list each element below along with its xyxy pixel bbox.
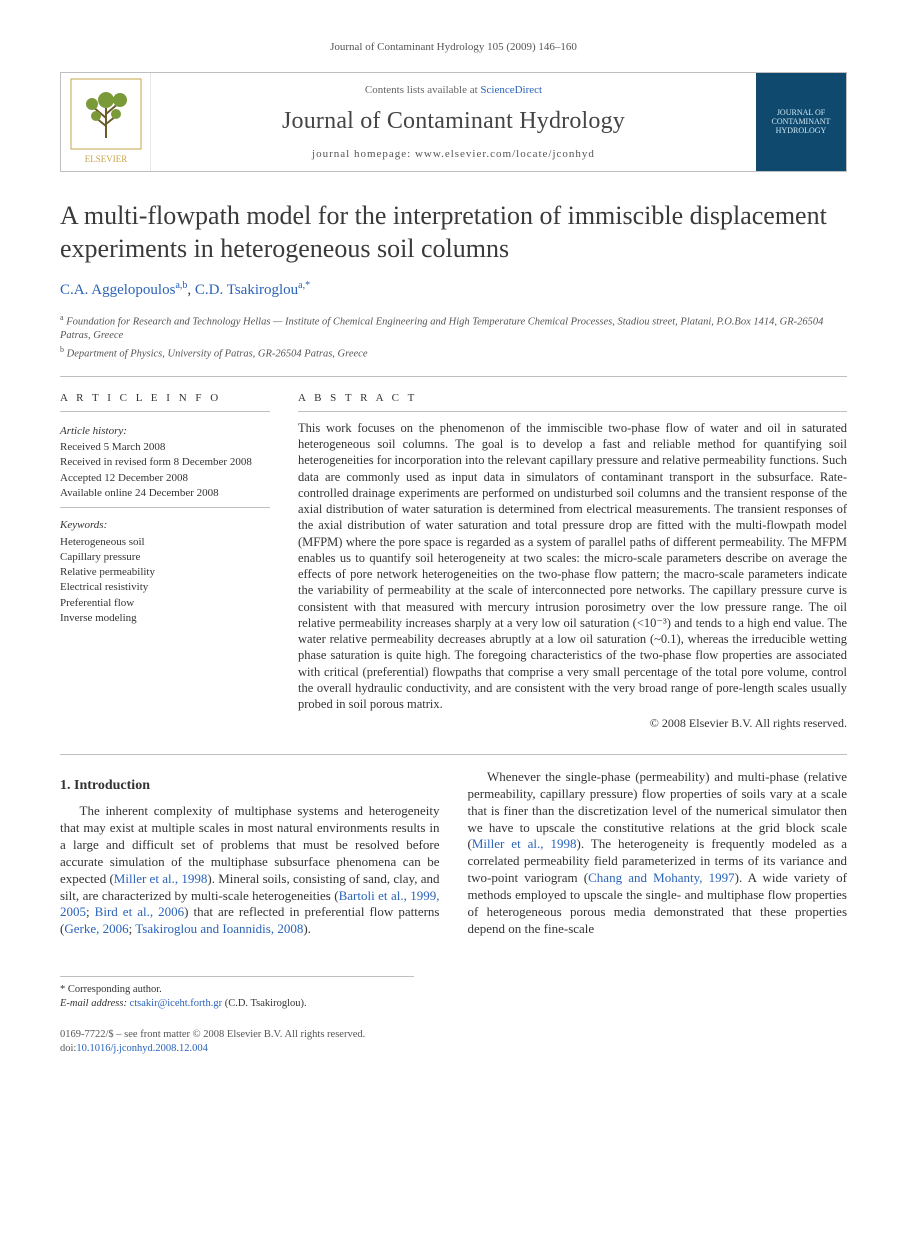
author-line: C.A. Aggelopoulosa,b, C.D. Tsakirogloua,… xyxy=(60,279,847,301)
doi-link[interactable]: 10.1016/j.jconhyd.2008.12.004 xyxy=(76,1043,208,1054)
citation-link[interactable]: Gerke, 2006 xyxy=(64,921,128,936)
citation-link[interactable]: Miller et al., 1998 xyxy=(114,871,208,886)
keyword: Preferential flow xyxy=(60,596,270,610)
elsevier-label: ELSEVIER xyxy=(84,154,127,164)
abstract-heading: A B S T R A C T xyxy=(298,391,847,405)
author-1[interactable]: C.A. Aggelopoulos xyxy=(60,282,175,298)
history-heading: Article history: xyxy=(60,424,270,438)
email-suffix: (C.D. Tsakiroglou). xyxy=(222,998,307,1009)
publisher-logo-box: ELSEVIER xyxy=(61,73,151,171)
affiliation-b: b Department of Physics, University of P… xyxy=(60,345,847,361)
front-matter-line: 0169-7722/$ – see front matter © 2008 El… xyxy=(60,1028,847,1042)
keywords-list: Heterogeneous soil Capillary pressure Re… xyxy=(60,535,270,626)
history-line: Available online 24 December 2008 xyxy=(60,486,270,500)
history-lines: Received 5 March 2008 Received in revise… xyxy=(60,440,270,500)
bottom-meta: 0169-7722/$ – see front matter © 2008 El… xyxy=(60,1028,847,1055)
email-footnote: E-mail address: ctsakir@iceht.forth.gr (… xyxy=(60,997,414,1011)
cover-text: JOURNAL OF CONTAMINANT HYDROLOGY xyxy=(756,103,846,141)
doi-line: doi:10.1016/j.jconhyd.2008.12.004 xyxy=(60,1042,847,1056)
journal-cover-thumb: JOURNAL OF CONTAMINANT HYDROLOGY xyxy=(756,73,846,171)
affiliation-a: a Foundation for Research and Technology… xyxy=(60,313,847,343)
citation-link[interactable]: Chang and Mohanty, 1997 xyxy=(588,870,735,885)
contents-line: Contents lists available at ScienceDirec… xyxy=(365,83,542,97)
corresponding-footnote: * Corresponding author. xyxy=(60,983,414,997)
keywords-heading: Keywords: xyxy=(60,518,270,532)
email-label: E-mail address: xyxy=(60,998,127,1009)
divider-1 xyxy=(60,376,847,377)
email-link[interactable]: ctsakir@iceht.forth.gr xyxy=(130,998,222,1009)
history-line: Accepted 12 December 2008 xyxy=(60,471,270,485)
journal-name: Journal of Contaminant Hydrology xyxy=(282,106,625,137)
elsevier-tree-icon: ELSEVIER xyxy=(70,78,142,166)
affiliation-b-text: Department of Physics, University of Pat… xyxy=(67,349,368,360)
divider-2 xyxy=(60,754,847,755)
author-1-affil: a,b xyxy=(175,280,187,291)
author-2[interactable]: C.D. Tsakiroglou xyxy=(195,282,298,298)
citation-link[interactable]: Bird et al., 2006 xyxy=(95,904,184,919)
intro-paragraph-1: The inherent complexity of multiphase sy… xyxy=(60,803,440,938)
intro-p1-text4: ). xyxy=(303,921,311,936)
intro-paragraph-2: Whenever the single-phase (permeability)… xyxy=(468,769,848,938)
affiliation-a-text: Foundation for Research and Technology H… xyxy=(60,316,823,341)
history-line: Received in revised form 8 December 2008 xyxy=(60,455,270,469)
corresponding-label: Corresponding author. xyxy=(68,984,162,995)
page-root: Journal of Contaminant Hydrology 105 (20… xyxy=(0,0,907,1086)
section-heading-introduction: 1. Introduction xyxy=(60,777,440,795)
running-header: Journal of Contaminant Hydrology 105 (20… xyxy=(60,40,847,54)
citation-link[interactable]: Miller et al., 1998 xyxy=(472,836,577,851)
body-two-column: 1. Introduction The inherent complexity … xyxy=(60,769,847,948)
abstract-text: This work focuses on the phenomenon of t… xyxy=(298,421,847,711)
article-title: A multi-flowpath model for the interpret… xyxy=(60,200,847,265)
masthead-center: Contents lists available at ScienceDirec… xyxy=(151,73,756,171)
keyword: Inverse modeling xyxy=(60,611,270,625)
corresponding-asterisk: * xyxy=(305,280,310,291)
footnotes-block: * Corresponding author. E-mail address: … xyxy=(60,976,414,1010)
article-history-block: Article history: Received 5 March 2008 R… xyxy=(60,411,270,508)
contents-prefix: Contents lists available at xyxy=(365,84,480,96)
doi-label: doi: xyxy=(60,1043,76,1054)
citation-link[interactable]: Tsakiroglou and Ioannidis, 2008 xyxy=(135,921,303,936)
keyword: Electrical resistivity xyxy=(60,580,270,594)
journal-homepage: journal homepage: www.elsevier.com/locat… xyxy=(312,147,595,161)
history-line: Received 5 March 2008 xyxy=(60,440,270,454)
abstract-body: This work focuses on the phenomenon of t… xyxy=(298,411,847,732)
abstract-column: A B S T R A C T This work focuses on the… xyxy=(298,391,847,732)
article-info-heading: A R T I C L E I N F O xyxy=(60,391,270,405)
keyword: Relative permeability xyxy=(60,565,270,579)
article-info-column: A R T I C L E I N F O Article history: R… xyxy=(60,391,270,732)
sep: ; xyxy=(86,904,95,919)
masthead: ELSEVIER Contents lists available at Sci… xyxy=(60,72,847,172)
info-abstract-row: A R T I C L E I N F O Article history: R… xyxy=(60,391,847,732)
keyword: Heterogeneous soil xyxy=(60,535,270,549)
sciencedirect-link[interactable]: ScienceDirect xyxy=(480,84,542,96)
keyword: Capillary pressure xyxy=(60,550,270,564)
abstract-copyright: © 2008 Elsevier B.V. All rights reserved… xyxy=(298,716,847,732)
